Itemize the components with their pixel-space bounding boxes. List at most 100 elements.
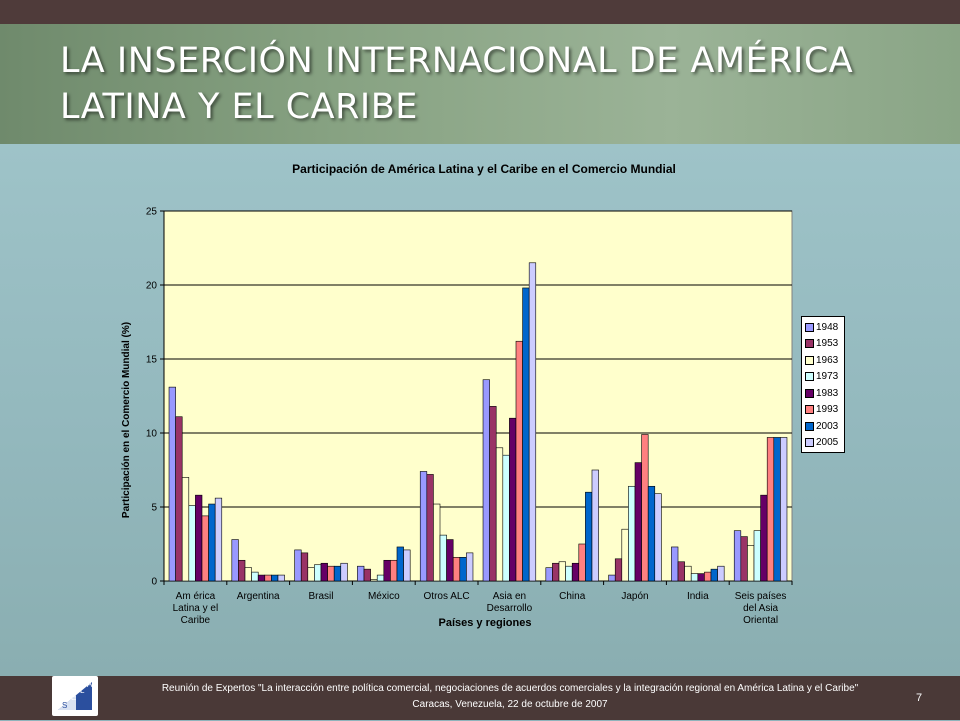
y-tick-label: 0 xyxy=(151,577,157,588)
bar-2003 xyxy=(271,574,279,582)
bar-2003 xyxy=(459,557,467,582)
y-tick-label: 10 xyxy=(146,429,158,440)
legend-label: 1963 xyxy=(816,354,839,366)
bar-1983 xyxy=(760,494,768,582)
bar-1983 xyxy=(195,494,203,582)
bar-1993 xyxy=(578,543,586,582)
bar-1993 xyxy=(704,571,712,582)
bar-2003 xyxy=(522,287,530,582)
bar-1993 xyxy=(390,559,398,582)
bar-1963 xyxy=(370,579,378,582)
x-tick-label: México xyxy=(368,591,400,602)
bar-1983 xyxy=(571,562,580,582)
x-tick-label: Japón xyxy=(621,591,648,602)
x-tick-label-line: del Asia xyxy=(743,603,778,614)
x-tick-label-line: Argentina xyxy=(237,591,280,602)
bar-1973 xyxy=(188,505,196,582)
legend-swatch xyxy=(805,339,814,348)
bar-1948 xyxy=(733,530,742,582)
legend-label: 1993 xyxy=(816,404,839,415)
x-tick-label: Otros ALC xyxy=(424,591,470,602)
bar-1993 xyxy=(201,515,209,582)
x-tick-label-line: Am érica xyxy=(176,591,216,602)
bar-1953 xyxy=(300,552,309,582)
bar-1953 xyxy=(238,559,246,582)
legend-item: 2003 xyxy=(805,419,838,433)
bar-2003 xyxy=(773,437,781,582)
chart-area: Participación de América Latina y el Car… xyxy=(104,152,824,638)
x-tick-label: India xyxy=(687,591,709,602)
legend-item: 1948 xyxy=(805,320,838,334)
legend-item: 1953 xyxy=(805,337,838,351)
legend-label: 1953 xyxy=(816,338,839,349)
bar-1973 xyxy=(565,565,573,582)
x-tick-label-line: Asia en xyxy=(493,591,526,602)
bar-1948 xyxy=(419,471,428,582)
bar-1983 xyxy=(320,562,328,582)
bar-1953 xyxy=(489,406,497,582)
sela-logo-icon: S E L A xyxy=(58,680,93,710)
x-tick-label: Seis países del Asia Oriental xyxy=(735,591,787,626)
bar-1983 xyxy=(697,573,705,582)
bar-1963 xyxy=(181,477,190,582)
bar-2005 xyxy=(214,497,223,582)
bar-1993 xyxy=(766,437,775,582)
logo-letter-l: L xyxy=(80,686,85,695)
bar-1953 xyxy=(363,568,371,582)
bar-1953 xyxy=(740,536,748,582)
x-tick-label-line: Caribe xyxy=(181,615,211,626)
bar-2005 xyxy=(654,493,662,582)
legend-item: 2005 xyxy=(805,436,838,450)
x-tick-label-line: India xyxy=(687,591,709,602)
y-tick-label: 20 xyxy=(146,281,158,292)
x-tick-label-line: Seis países xyxy=(735,591,787,602)
x-tick-label: Am érica Latina y el Caribe xyxy=(173,591,219,626)
sela-logo: S E L A xyxy=(52,676,98,716)
chart-title: Participación de América Latina y el Car… xyxy=(292,162,676,176)
footer-event-text: Reunión de Expertos "La interacción entr… xyxy=(161,683,859,694)
bar-1973 xyxy=(753,530,761,582)
bar-1973 xyxy=(376,574,385,582)
legend-swatch xyxy=(805,322,814,332)
legend-item: 1983 xyxy=(805,386,838,400)
bar-1963 xyxy=(495,447,504,582)
bar-1953 xyxy=(677,561,685,582)
logo-letter-a: A xyxy=(87,680,93,689)
logo-letter-e: E xyxy=(71,693,76,702)
legend-label: 1973 xyxy=(816,371,839,382)
page-number: 7 xyxy=(916,692,923,704)
title-band xyxy=(0,24,960,144)
bar-1973 xyxy=(439,534,447,582)
bar-1948 xyxy=(231,539,239,582)
bar-1983 xyxy=(257,574,266,582)
logo-letter-s: S xyxy=(62,701,67,710)
bar-1983 xyxy=(634,462,642,582)
y-tick-label: 5 xyxy=(151,503,157,514)
bar-1953 xyxy=(614,558,623,582)
legend-label: 2005 xyxy=(816,437,839,448)
bar-1948 xyxy=(545,567,553,582)
legend-swatch xyxy=(805,355,814,365)
bar-1948 xyxy=(608,574,616,582)
bar-1963 xyxy=(747,545,755,582)
legend-swatch xyxy=(805,421,814,431)
bar-2005 xyxy=(466,552,474,582)
bar-2005 xyxy=(277,574,285,582)
bar-1953 xyxy=(552,562,560,582)
legend-swatch xyxy=(805,388,814,398)
bar-1973 xyxy=(502,454,510,582)
bar-1973 xyxy=(314,564,322,582)
slide-title-line1: LA INSERCIÓN INTERNACIONAL DE AMÉRICA xyxy=(60,41,854,81)
bar-1993 xyxy=(327,565,335,582)
bar-1993 xyxy=(641,434,649,582)
top-bar xyxy=(0,0,960,24)
x-tick-label: Argentina xyxy=(237,591,280,602)
bar-1973 xyxy=(628,485,636,582)
legend-swatch xyxy=(805,405,814,414)
legend-label: 1983 xyxy=(816,387,839,399)
x-tick-label-line: Latina y el xyxy=(173,603,219,614)
x-tick-label: China xyxy=(559,591,586,602)
plot-area xyxy=(163,210,793,582)
bar-1948 xyxy=(671,546,679,582)
